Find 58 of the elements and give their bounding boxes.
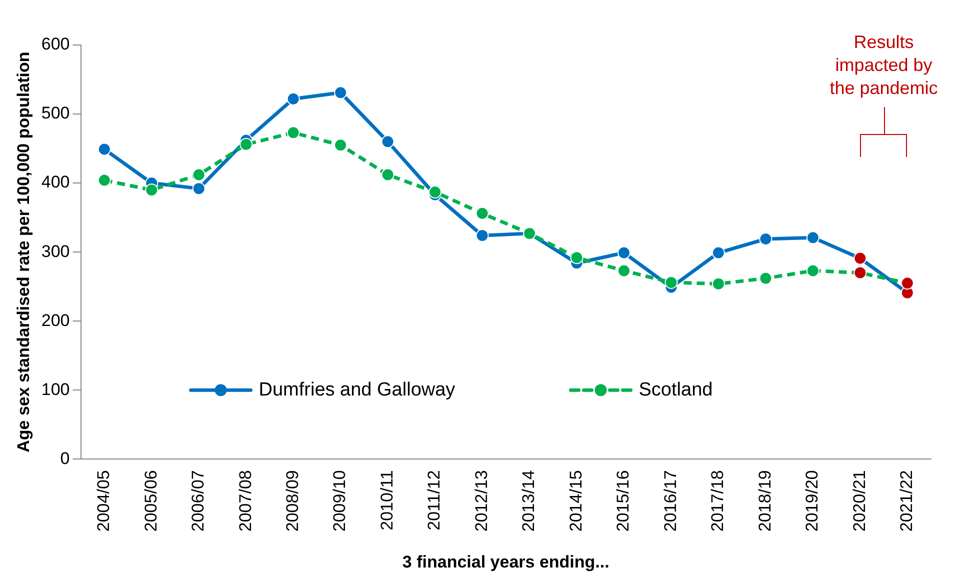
x-tick-label: 2013/14 [519,470,538,532]
point [381,135,394,148]
x-tick-label: 2006/07 [188,470,208,532]
x-tick-label: 2017/18 [708,470,728,532]
x-tick-label: 2005/06 [141,470,160,532]
point [806,231,820,244]
y-tick-label: 300 [41,242,70,261]
x-axis-title: 3 financial years ending... [402,552,610,572]
x-tick-label: 2015/16 [614,470,633,532]
point [712,277,725,290]
point [286,92,300,106]
x-tick-label: 2010/11 [377,470,396,530]
point [334,86,348,100]
point [854,266,867,280]
y-tick-label: 200 [41,310,70,330]
point [476,229,489,242]
point [806,264,820,278]
legend-label: Dumfries and Galloway [258,379,456,400]
y-tick-label: 600 [41,34,70,54]
point [712,246,725,260]
point [145,183,158,196]
point [192,182,206,196]
x-tick-label: 2020/21 [850,470,869,532]
point [428,186,442,199]
y-tick-label: 400 [41,172,70,192]
point [286,126,300,140]
annotation: Results impacted by the pandemic [830,32,938,98]
point [854,252,867,265]
x-tick-label: 2016/17 [660,470,680,532]
x-tick-label: 2018/19 [755,470,774,532]
point [98,174,111,187]
point [476,206,489,220]
x-tick-label: 2021/22 [897,470,916,532]
point [664,276,678,289]
y-tick-label: 500 [41,104,70,123]
x-tick-label: 2007/08 [236,470,255,532]
point [240,138,253,151]
x-tick-label: 2011/12 [424,470,444,530]
point [617,246,630,260]
y-axis-title: Age sex standardised rate per 100,000 population [14,52,33,452]
point [617,264,630,278]
point [759,272,772,285]
x-tick-label: 2009/10 [330,470,350,532]
point [381,168,394,182]
point [98,142,111,156]
point [759,232,772,246]
x-tick-label: 2004/05 [94,470,114,532]
point [570,251,584,264]
x-tick-label: 2019/20 [802,470,822,532]
x-tick-label: 2008/09 [283,470,302,532]
legend-label: Scotland [638,379,713,400]
x-tick-label: 2014/15 [566,470,586,532]
point [192,168,206,182]
point [334,138,348,152]
y-tick-label: 100 [41,380,70,399]
y-tick-label: 0 [60,448,70,468]
x-tick-label: 2012/13 [472,470,491,532]
point [900,276,914,290]
